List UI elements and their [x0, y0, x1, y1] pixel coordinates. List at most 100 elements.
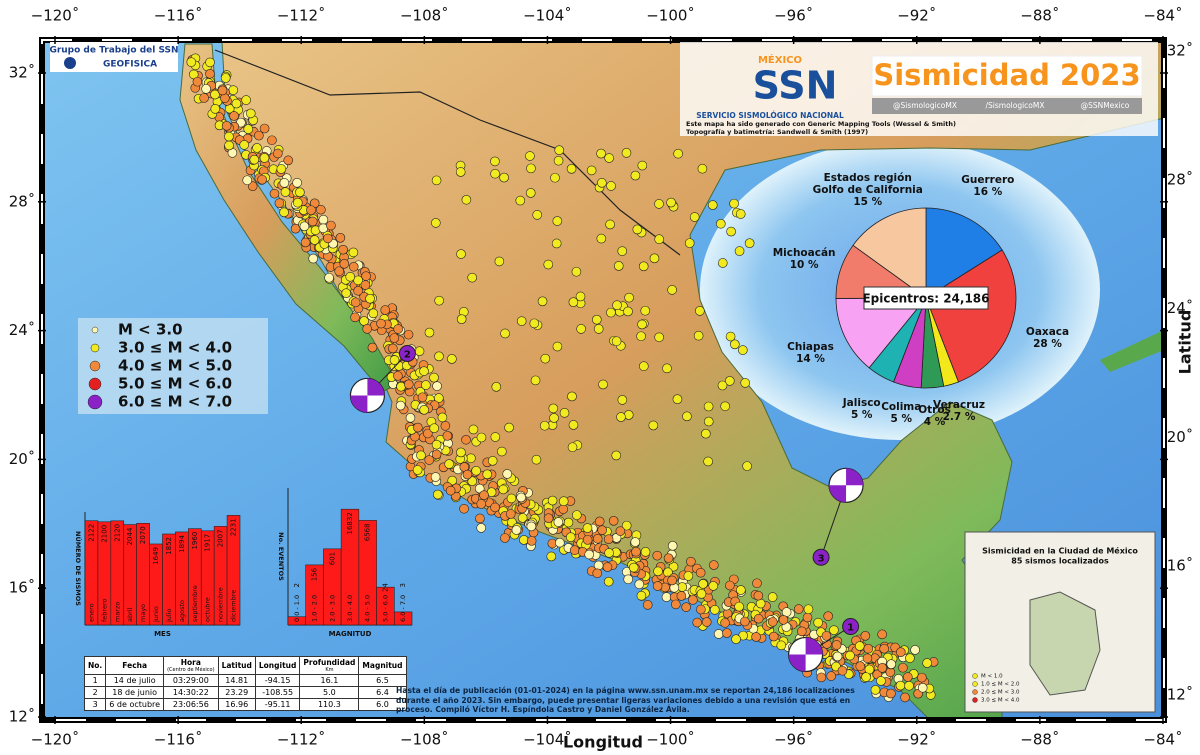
epicenter-dot	[217, 85, 228, 96]
epicenter-dot	[339, 259, 350, 269]
table-header: No. Fecha Hora (Centro de México) Latitud Lon…	[83, 656, 407, 675]
epicenter-dot	[526, 163, 536, 174]
pie-center-label: Epicentros: 24,186	[862, 292, 989, 306]
epicenter-dot	[416, 450, 426, 461]
column-title: Fecha	[122, 661, 148, 670]
beachball-quadrant	[350, 378, 385, 413]
epicenter-dot	[326, 220, 336, 231]
epicenter-dot	[613, 261, 624, 271]
epicenter-dot	[445, 485, 456, 496]
epicenter-dot	[692, 617, 703, 628]
epicenter-dot	[671, 599, 681, 610]
epicenter-dot	[403, 329, 414, 340]
epicenter-dot	[490, 502, 500, 513]
column-title: Hora	[180, 658, 201, 667]
x-tick-label: −92˚	[897, 731, 936, 749]
pie-value: 4 %	[923, 415, 946, 428]
epicenter-dot	[403, 379, 414, 390]
epicenter-dot	[611, 336, 622, 347]
epicenter-dot	[559, 408, 570, 418]
inset-legend: M < 1.0 1.0 ≤ M < 2.0 2.0 ≤ M < 3.0 3.0 ≤ M…	[972, 673, 1020, 704]
epicenter-dot	[571, 266, 582, 277]
legend-box	[78, 318, 268, 414]
epicenter-dot	[474, 483, 485, 494]
epicenter-dot	[708, 581, 719, 591]
epicenter-dot	[744, 238, 755, 249]
events-table: No. Fecha Hora (Centro de México) Latitud Lon…	[83, 656, 407, 711]
y-tick-label: 16˚	[1167, 557, 1194, 575]
y-tick-label: 20˚	[1167, 428, 1194, 446]
epicenter-dot	[299, 221, 310, 232]
epicenter-dot	[431, 439, 442, 450]
epicenter-dot	[308, 253, 318, 264]
table-cell: 6.0	[358, 698, 407, 711]
epicenter-dot	[870, 685, 881, 695]
epicenter-dot	[862, 653, 873, 664]
epicenter-dot	[389, 355, 400, 365]
inset-swatch	[972, 689, 978, 695]
pie-center-box	[863, 286, 989, 310]
epicenter-dot	[434, 393, 444, 403]
pie-label: Veracruz 2.7 %	[899, 399, 1019, 423]
epicenter-dot	[405, 412, 416, 423]
y-tick-label: 32˚	[9, 64, 36, 82]
event-number: 1	[847, 623, 854, 634]
epicenter-dot	[776, 640, 787, 651]
epicenter-dot	[502, 469, 513, 479]
epicenter-dot	[531, 454, 542, 465]
epicenter-dot	[917, 682, 928, 693]
epicenter-dot	[526, 536, 537, 546]
table-cell: 6 de octubre	[105, 698, 165, 711]
epicenter-dot	[793, 604, 804, 614]
epicenter-dot	[367, 342, 378, 353]
epicenter-dot	[751, 632, 761, 642]
event-marker	[398, 344, 416, 362]
epicenter-dot	[903, 672, 913, 682]
x-tick-label: −116˚	[154, 731, 203, 749]
epicenter-dot	[316, 204, 326, 215]
epicenter-dot	[823, 611, 833, 621]
epicenter-dot	[666, 197, 676, 208]
bar-value: 2007	[217, 529, 225, 547]
table-cell: 18 de junio	[105, 686, 165, 699]
epicenter-dot	[475, 513, 485, 524]
bar-value: 2231	[230, 518, 238, 536]
epicenter-dot	[567, 442, 578, 453]
epicenter-dot	[543, 259, 554, 270]
epicenter-dot	[553, 155, 564, 166]
epicenter-dot	[424, 455, 435, 465]
credits: Topografía y batimetría: Sandwell & Smit…	[686, 128, 868, 136]
pie-label: Jalisco 5 %	[802, 397, 922, 421]
column-subtitle: Km	[325, 667, 334, 673]
epicenter-dot	[549, 413, 559, 423]
epicenter-dot	[886, 688, 896, 699]
epicenter-dot	[504, 422, 514, 433]
epicenter-dot	[604, 153, 614, 163]
pie-slice	[852, 207, 927, 299]
y-tick-label: 12˚	[1167, 686, 1194, 704]
epicenter-dot	[292, 197, 303, 208]
epicenter-dot	[837, 665, 848, 676]
epicenter-dot	[551, 238, 562, 249]
mainland	[221, 41, 1165, 721]
epicenter-dot	[734, 601, 744, 612]
epicenter-dot	[720, 618, 730, 628]
table-column: Longitud	[254, 656, 301, 675]
column-title: Magnitud	[362, 661, 403, 670]
bar-category: 1.0 - 2.0	[311, 595, 319, 622]
bar-category: diciembre	[230, 590, 238, 622]
epicenter-dot	[734, 246, 745, 256]
table-cell: 14 de julio	[105, 674, 165, 687]
x-tick-label: −84˚	[1143, 7, 1182, 25]
epicenter-dot	[447, 354, 457, 364]
epicenter-dot	[546, 551, 557, 562]
epicenter-dot	[778, 615, 789, 625]
epicenter-dot	[228, 85, 239, 95]
epicenter-dot	[432, 489, 443, 500]
epicenter-dot	[552, 216, 563, 226]
epicenter-dot	[720, 401, 730, 412]
x-tick-label: −104˚	[523, 7, 572, 25]
epicenter-dot	[201, 84, 211, 94]
pie-value: 28 %	[1033, 338, 1062, 351]
